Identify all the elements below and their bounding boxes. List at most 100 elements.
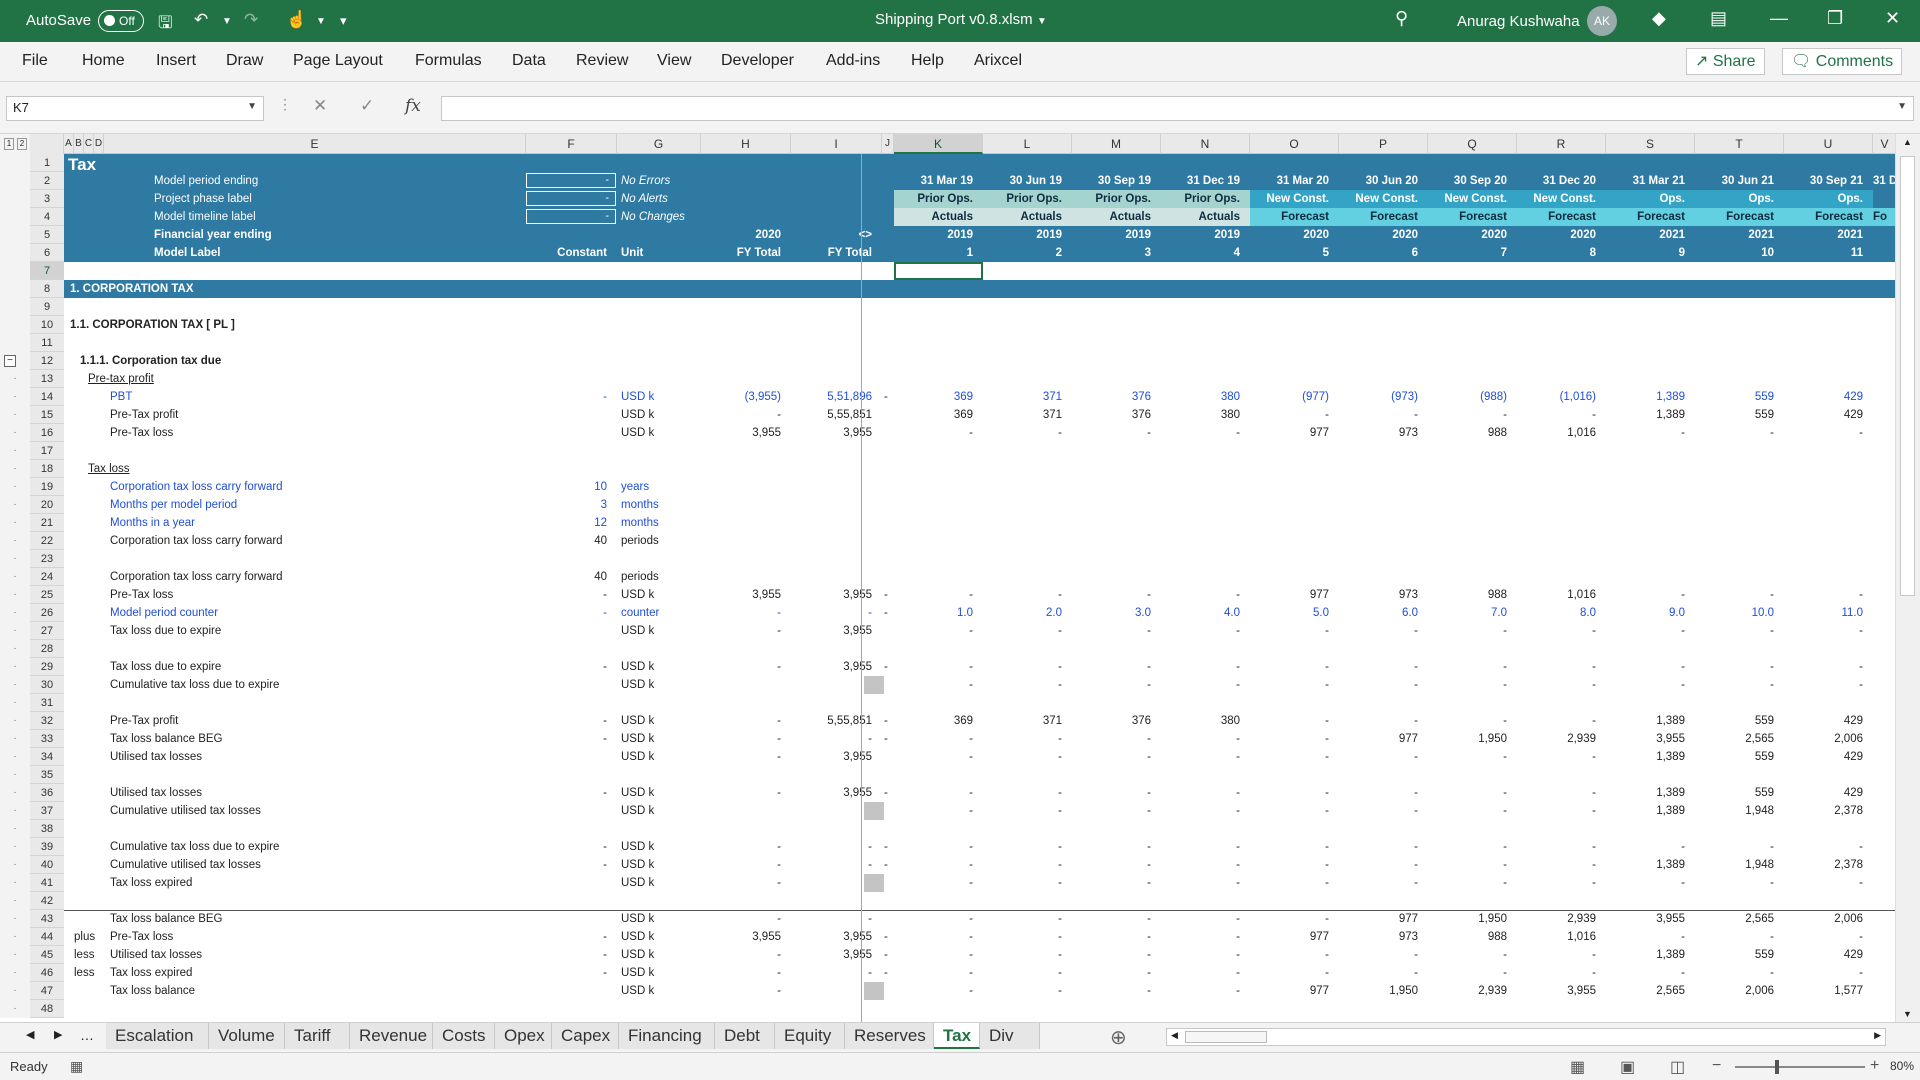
check-cell[interactable]: - <box>884 715 888 727</box>
value-cell[interactable]: - <box>1592 751 1596 763</box>
value-cell[interactable]: 429 <box>1843 787 1863 799</box>
row-label[interactable]: Cumulative tax loss due to expire <box>110 679 280 691</box>
period-ending[interactable]: 31 Mar 19 <box>920 175 973 187</box>
unit-cell[interactable]: years <box>621 481 650 493</box>
period-counter[interactable]: 10 <box>1761 247 1774 259</box>
grey-input-cell[interactable] <box>864 802 884 820</box>
formula-input[interactable]: ▼ <box>441 96 1914 121</box>
value-cell[interactable]: 2,939 <box>1567 913 1596 925</box>
constant-cell[interactable]: - <box>603 931 607 943</box>
value-cell[interactable]: - <box>1147 751 1151 763</box>
value-cell[interactable]: - <box>1058 427 1062 439</box>
period-counter[interactable]: 5 <box>1322 247 1329 259</box>
avatar[interactable]: AK <box>1587 6 1617 36</box>
fy-label[interactable]: 2020 <box>1481 229 1507 241</box>
fy-total-cell[interactable]: 3,955 <box>752 427 781 439</box>
sheet-title[interactable]: Tax <box>68 155 97 174</box>
scroll-up-icon[interactable]: ▲ <box>1903 137 1912 147</box>
column-header-i[interactable]: I <box>791 134 882 154</box>
row-header[interactable]: 3 <box>30 190 64 208</box>
unit-cell[interactable]: USD k <box>621 859 655 871</box>
outline-level-2-button[interactable]: 2 <box>17 138 27 150</box>
value-cell[interactable]: 429 <box>1843 715 1863 727</box>
value-cell[interactable]: - <box>1503 949 1507 961</box>
value-cell[interactable]: 977 <box>1398 913 1418 925</box>
fy-label[interactable]: 2019 <box>947 229 973 241</box>
tab-view[interactable]: View <box>657 52 692 69</box>
value-cell[interactable]: - <box>1236 841 1240 853</box>
close-icon[interactable]: ✕ <box>1885 8 1901 28</box>
search-icon[interactable]: ⚲ <box>1395 8 1409 28</box>
value-cell[interactable]: - <box>1325 715 1329 727</box>
value-cell[interactable]: - <box>1592 949 1596 961</box>
unit-cell[interactable]: months <box>621 499 659 511</box>
value-cell[interactable]: - <box>1859 931 1863 943</box>
value-cell[interactable]: - <box>1681 967 1685 979</box>
unit-cell[interactable]: USD k <box>621 427 655 439</box>
constant-cell[interactable]: 10 <box>594 481 607 493</box>
value-cell[interactable]: - <box>1147 931 1151 943</box>
column-header-m[interactable]: M <box>1072 134 1161 154</box>
value-cell[interactable]: - <box>1325 913 1329 925</box>
value-cell[interactable]: - <box>969 805 973 817</box>
row-label[interactable]: Pre-Tax loss <box>110 427 174 439</box>
fy-total-cell[interactable]: - <box>777 877 781 889</box>
value-cell[interactable]: - <box>1325 805 1329 817</box>
value-cell[interactable]: 10.0 <box>1751 607 1774 619</box>
row-header[interactable]: 12 <box>30 352 64 370</box>
row-header[interactable]: 18 <box>30 460 64 478</box>
tab-draw[interactable]: Draw <box>226 52 264 69</box>
value-cell[interactable]: - <box>969 913 973 925</box>
column-header-u[interactable]: U <box>1784 134 1873 154</box>
col-label-fy-total[interactable]: FY Total <box>736 247 781 259</box>
value-cell[interactable]: - <box>1859 841 1863 853</box>
value-cell[interactable]: 4.0 <box>1224 607 1240 619</box>
row-header[interactable]: 33 <box>30 730 64 748</box>
value-cell[interactable]: 1,950 <box>1389 985 1418 997</box>
value-cell[interactable]: - <box>1236 679 1240 691</box>
period-ending[interactable]: 31 D <box>1873 175 1895 187</box>
value-cell[interactable]: - <box>1058 661 1062 673</box>
value-cell[interactable]: - <box>1236 913 1240 925</box>
check-cell[interactable]: - <box>884 949 888 961</box>
value-cell[interactable]: 1,016 <box>1567 931 1596 943</box>
period-ending[interactable]: 31 Mar 21 <box>1632 175 1685 187</box>
row-label[interactable]: Tax loss balance <box>110 985 196 997</box>
autosave-toggle[interactable]: Off <box>98 10 144 32</box>
outline-level-1-button[interactable]: 1 <box>4 138 14 150</box>
value-cell[interactable]: - <box>1770 841 1774 853</box>
value-cell[interactable]: - <box>1058 949 1062 961</box>
header-input-box[interactable]: - <box>526 173 616 188</box>
value-cell[interactable]: 369 <box>953 715 973 727</box>
value-cell[interactable]: 977 <box>1309 931 1329 943</box>
value-cell[interactable]: 1.0 <box>957 607 973 619</box>
period-counter[interactable]: 7 <box>1500 247 1507 259</box>
status-label[interactable]: Forecast <box>1695 208 1784 226</box>
value-cell[interactable]: 1,016 <box>1567 427 1596 439</box>
value-cell[interactable]: - <box>1859 679 1863 691</box>
value-cell[interactable]: - <box>1058 733 1062 745</box>
value-cell[interactable]: 1,389 <box>1656 715 1685 727</box>
value-cell[interactable]: - <box>969 661 973 673</box>
value-cell[interactable]: - <box>1147 661 1151 673</box>
column-header-o[interactable]: O <box>1250 134 1339 154</box>
value-cell[interactable]: 11.0 <box>1841 607 1863 619</box>
zoom-level[interactable]: 80% <box>1890 1059 1915 1073</box>
value-cell[interactable]: - <box>1503 805 1507 817</box>
value-cell[interactable]: 2,565 <box>1656 985 1685 997</box>
value-cell[interactable]: - <box>1592 877 1596 889</box>
value-cell[interactable]: - <box>1414 841 1418 853</box>
header-input-box[interactable]: - <box>526 209 616 224</box>
sheet-tab-equity[interactable]: Equity <box>775 1023 845 1049</box>
value-cell[interactable]: 429 <box>1843 409 1863 421</box>
value-cell[interactable]: 1,950 <box>1478 733 1507 745</box>
row-header[interactable]: 16 <box>30 424 64 442</box>
value-cell[interactable]: - <box>1414 625 1418 637</box>
fy-marker[interactable]: <> <box>858 229 872 241</box>
scroll-right-icon[interactable]: ▶ <box>1874 1030 1881 1040</box>
value-cell[interactable]: - <box>1681 589 1685 601</box>
column-header-d[interactable]: D <box>94 134 104 154</box>
horizontal-scroll-thumb[interactable] <box>1185 1031 1267 1043</box>
unit-cell[interactable]: USD k <box>621 715 655 727</box>
fy-total-cell[interactable]: - <box>777 949 781 961</box>
